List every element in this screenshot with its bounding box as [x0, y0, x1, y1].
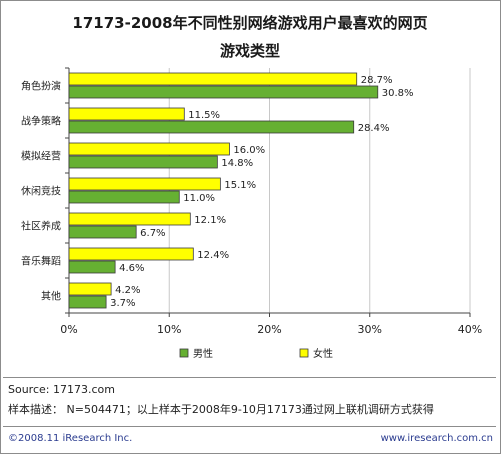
data-label-female: 16.0% — [233, 145, 265, 156]
bar-male — [68, 225, 137, 239]
source-text: Source: 17173.com — [8, 383, 115, 396]
bar-female — [68, 282, 112, 296]
data-label-male: 6.7% — [140, 228, 165, 239]
data-label-female: 4.2% — [115, 285, 140, 296]
copyright-text: ©2008.11 iResearch Inc. — [8, 433, 133, 444]
x-tick-label: 40% — [458, 323, 482, 336]
sample-note: 样本描述： N=504471；以上样本于2008年9-10月17173通过网上联… — [8, 403, 434, 416]
category-label: 社区养成 — [21, 220, 61, 233]
legend-label: 男性 — [193, 347, 213, 360]
data-label-male: 4.6% — [119, 263, 144, 274]
legend-swatch — [179, 348, 189, 358]
data-label-female: 11.5% — [188, 110, 220, 121]
separator-bottom — [3, 426, 496, 427]
chart-title-line1: 17173-2008年不同性别网络游戏用户最喜欢的网页 — [72, 14, 428, 32]
category-label: 休闲竞技 — [21, 185, 61, 198]
bar-female — [68, 142, 230, 156]
bar-male — [68, 120, 355, 134]
legend-label: 女性 — [313, 347, 333, 360]
bar-male — [68, 190, 180, 204]
chart-title-line2: 游戏类型 — [219, 42, 280, 60]
bar-male — [68, 260, 116, 274]
bar-male — [68, 85, 379, 99]
category-label: 模拟经营 — [21, 150, 61, 163]
bar-female — [68, 107, 185, 121]
category-label: 战争策略 — [21, 115, 61, 128]
data-label-male: 30.8% — [382, 88, 414, 99]
category-label: 音乐舞蹈 — [21, 255, 61, 268]
data-label-female: 15.1% — [224, 180, 256, 191]
bar-female — [68, 212, 191, 226]
data-label-female: 12.1% — [194, 215, 226, 226]
data-label-female: 28.7% — [361, 75, 393, 86]
bar-male — [68, 155, 218, 169]
x-tick-label: 20% — [257, 323, 281, 336]
bar-male — [68, 295, 107, 309]
category-label: 角色扮演 — [21, 80, 61, 93]
bar-female — [68, 177, 221, 191]
x-tick-label: 10% — [157, 323, 181, 336]
data-label-male: 3.7% — [110, 298, 135, 309]
data-label-male: 14.8% — [221, 158, 253, 169]
bar-female — [68, 247, 194, 261]
x-tick-label: 30% — [358, 323, 382, 336]
x-tick-label: 0% — [60, 323, 77, 336]
bar-female — [68, 72, 358, 86]
website-text: www.iresearch.com.cn — [380, 433, 493, 444]
data-label-male: 11.0% — [183, 193, 215, 204]
separator-top — [3, 377, 496, 378]
data-label-male: 28.4% — [358, 123, 390, 134]
bar-chart: 0% 10% 20% 30% 40% 28.7% 30.8% 角色扮演 11.5% 28.4% 战争… — [21, 67, 482, 360]
data-label-female: 12.4% — [197, 250, 229, 261]
category-label: 其他 — [41, 290, 61, 303]
legend-swatch — [299, 348, 309, 358]
